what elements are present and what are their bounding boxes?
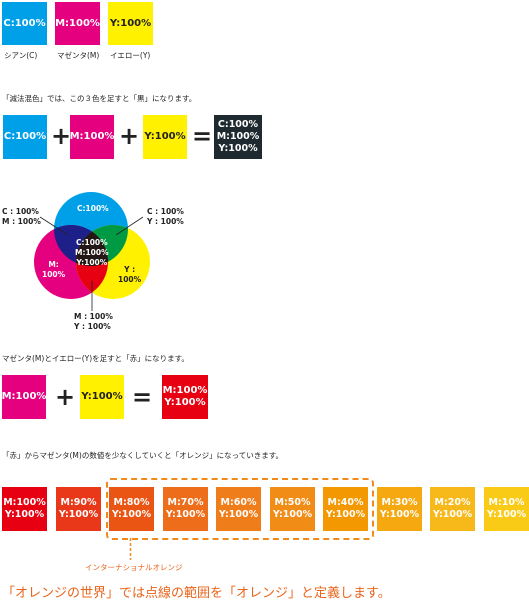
primary-swatch: Y:100% (108, 2, 153, 45)
magenta-swatch: M:100% (2, 375, 46, 419)
international-orange-label: インターナショナルオレンジ (85, 563, 183, 572)
equals-sign: = (192, 122, 213, 150)
yellow-swatch: Y:100% (143, 115, 187, 159)
primary-swatch: C:100% (2, 2, 47, 45)
footer-title: 「オレンジの世界」では点線の範囲を「オレンジ」と定義します。 (2, 586, 391, 601)
callout-cy: C : 100% Y : 100% (147, 207, 184, 226)
magenta-swatch: M:100% (70, 115, 114, 159)
callout-my: M : 100% Y : 100% (74, 312, 113, 331)
gradient-step-swatch: M:50% Y:100% (270, 487, 315, 531)
international-orange-range (106, 478, 374, 540)
gradient-step-swatch: M:100% Y:100% (2, 487, 47, 531)
red-result-swatch: M:100% Y:100% (162, 375, 208, 419)
gradient-step-swatch: M:40% Y:100% (323, 487, 368, 531)
center-overlap (76, 225, 108, 266)
venn-yellow-label: Y : 100% (118, 265, 142, 284)
venn-cyan-label: C:100% (77, 204, 109, 213)
gradient-step-swatch: M:30% Y:100% (377, 487, 422, 531)
gradient-step-swatch: M:70% Y:100% (163, 487, 208, 531)
plus-sign: + (51, 122, 72, 150)
black-result-swatch: C:100% M:100% Y:100% (214, 115, 262, 159)
gradient-step-swatch: M:60% Y:100% (216, 487, 261, 531)
callout-cm: C : 100% M : 100% (2, 207, 41, 226)
yellow-swatch: Y:100% (80, 375, 124, 419)
gradient-step-swatch: M:90% Y:100% (56, 487, 101, 531)
range-connector-line (129, 538, 132, 560)
subtractive-caption: 「減法混色」では、この３色を足すと「黒」になります。 (2, 94, 197, 103)
red-mix-caption: マゼンタ(M)とイエロー(Y)を足すと「赤」になります。 (2, 354, 189, 363)
primary-caption: イエロー(Y) (110, 51, 151, 60)
cyan-swatch: C:100% (3, 115, 47, 159)
gradient-step-swatch: M:10% Y:100% (484, 487, 529, 531)
plus-sign: + (55, 383, 76, 411)
venn-diagram (34, 192, 150, 311)
primary-caption: マゼンタ(M) (57, 51, 100, 60)
gradient-step-swatch: M:20% Y:100% (430, 487, 475, 531)
venn-magenta-label: M: 100% (42, 260, 66, 279)
venn-center-label: C:100% M:100% Y:100% (75, 238, 109, 267)
primary-caption: シアン(C) (4, 51, 38, 60)
plus-sign: + (119, 122, 140, 150)
primary-swatch: M:100% (55, 2, 100, 45)
equals-sign: = (132, 383, 153, 411)
gradient-caption: 「赤」からマゼンタ(M)の数値を少なくしていくと「オレンジ」になっていきます。 (2, 451, 283, 460)
gradient-step-swatch: M:80% Y:100% (109, 487, 154, 531)
